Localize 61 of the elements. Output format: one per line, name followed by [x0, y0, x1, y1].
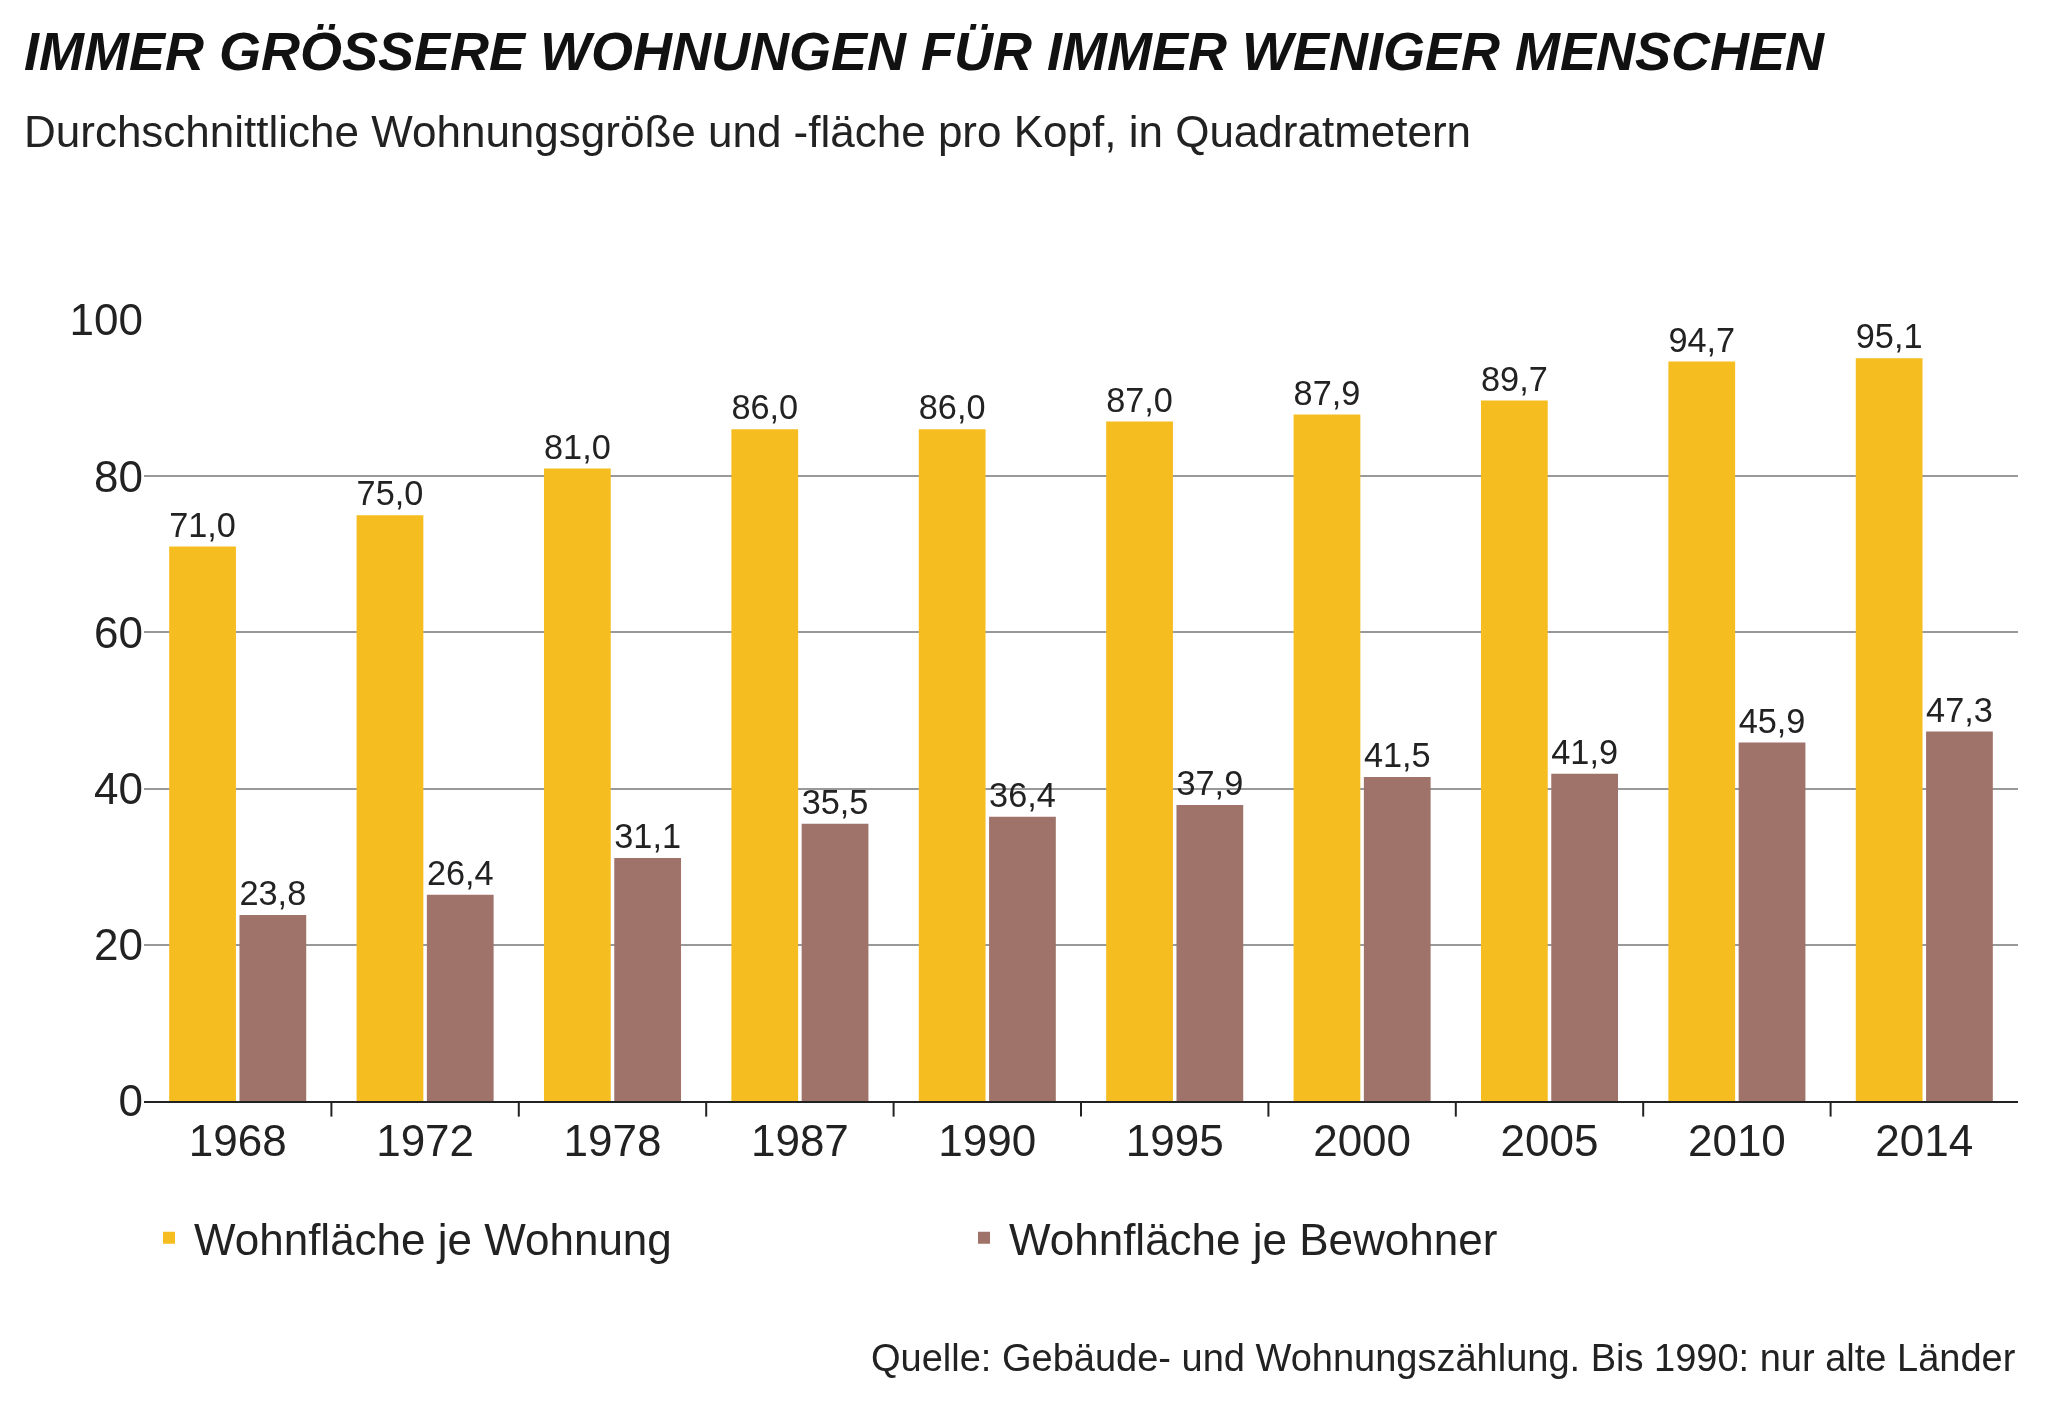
bar	[356, 515, 424, 1101]
data-label: 86,0	[731, 388, 799, 427]
x-tick-label: 1995	[1125, 1115, 1224, 1165]
bar	[1738, 742, 1806, 1101]
x-tick-label: 2000	[1313, 1115, 1412, 1165]
bar	[1293, 414, 1361, 1101]
data-label: 47,3	[1926, 690, 1993, 729]
y-tick-label: 100	[69, 295, 143, 345]
bar	[731, 429, 799, 1101]
data-label: 81,0	[543, 427, 611, 466]
bar	[239, 915, 307, 1101]
data-label: 94,7	[1668, 320, 1736, 359]
bar	[614, 858, 682, 1101]
x-tick-label: 1987	[750, 1115, 849, 1165]
data-label: 86,0	[918, 388, 986, 427]
data-label: 41,5	[1363, 736, 1431, 775]
source-note: Quelle: Gebäude- und Wohnungszählung. Bis 1990: nur alte Länder	[871, 1337, 2016, 1379]
data-label: 35,5	[801, 782, 869, 821]
bar	[543, 468, 611, 1101]
data-label: 71,0	[169, 505, 236, 544]
data-label: 37,9	[1176, 764, 1244, 803]
y-tick-label: 60	[94, 607, 143, 657]
data-label: 87,0	[1106, 380, 1173, 419]
data-label: 36,4	[989, 775, 1056, 814]
x-tick-label: 1978	[563, 1115, 662, 1165]
data-label: 45,9	[1738, 701, 1806, 740]
bar	[1363, 776, 1431, 1101]
bar	[426, 894, 494, 1101]
x-tick-label: 2010	[1687, 1115, 1786, 1165]
y-tick-label: 80	[94, 451, 143, 501]
bar	[1176, 805, 1244, 1101]
legend-label: Wohnfläche je Bewohner	[1009, 1214, 1498, 1264]
bar	[801, 823, 869, 1101]
y-tick-label: 40	[94, 764, 143, 813]
data-label: 31,1	[614, 817, 682, 856]
bar	[1668, 361, 1736, 1101]
data-label: 23,8	[239, 874, 307, 913]
data-label: 89,7	[1480, 359, 1548, 398]
bar	[918, 429, 986, 1101]
bar	[1480, 400, 1548, 1101]
chart-subtitle: Durchschnittliche Wohnungsgröße und -fläche pro Kopf, in Quadratmetern	[24, 107, 1472, 156]
y-tick-label: 0	[118, 1076, 143, 1126]
data-label: 75,0	[356, 474, 424, 513]
y-tick-label: 20	[94, 920, 143, 970]
x-tick-label: 1990	[938, 1115, 1037, 1165]
x-tick-label: 2005	[1500, 1115, 1599, 1165]
bar	[1855, 358, 1923, 1101]
legend-label: Wohnfläche je Wohnung	[194, 1214, 672, 1264]
data-label: 87,9	[1293, 373, 1361, 412]
bar	[989, 816, 1056, 1101]
bar	[169, 546, 236, 1101]
chart-title: IMMER GRÖSSERE WOHNUNGEN FÜR IMMER WENIGER MENSCHEN	[24, 21, 1826, 81]
x-tick-label: 1972	[376, 1115, 475, 1165]
data-label: 95,1	[1855, 317, 1923, 356]
x-tick-label: 2014	[1875, 1115, 1974, 1165]
data-label: 41,9	[1551, 732, 1619, 771]
x-tick-label: 1968	[188, 1115, 287, 1165]
bar	[1551, 773, 1619, 1101]
bar	[1106, 421, 1173, 1101]
bar	[1926, 731, 1993, 1101]
data-label: 26,4	[426, 853, 494, 892]
